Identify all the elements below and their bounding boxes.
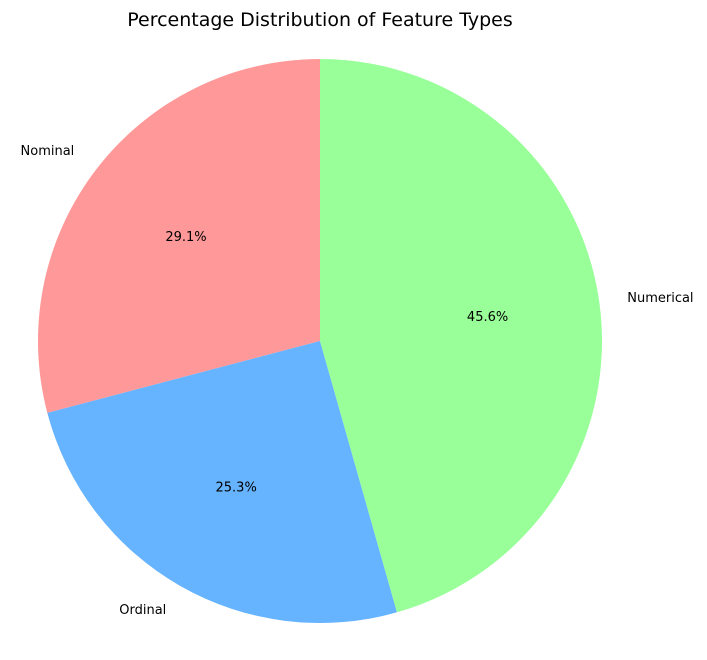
percent-label-nominal: 29.1% <box>165 230 206 245</box>
pie-slice-numerical <box>320 58 602 613</box>
percent-label-ordinal: 25.3% <box>216 480 257 495</box>
pie-slices <box>38 58 602 623</box>
percent-label-numerical: 45.6% <box>467 310 508 325</box>
pie-slice-nominal <box>38 59 320 413</box>
pie-labels: Nominal 29.1% Ordinal 25.3% Numerical 45.6% <box>21 144 694 618</box>
pie-slice-ordinal <box>47 341 397 623</box>
chart-title: Percentage Distribution of Feature Types <box>127 9 513 31</box>
slice-label-numerical: Numerical <box>627 291 693 306</box>
slice-label-ordinal: Ordinal <box>119 603 166 618</box>
slice-label-nominal: Nominal <box>21 144 75 159</box>
